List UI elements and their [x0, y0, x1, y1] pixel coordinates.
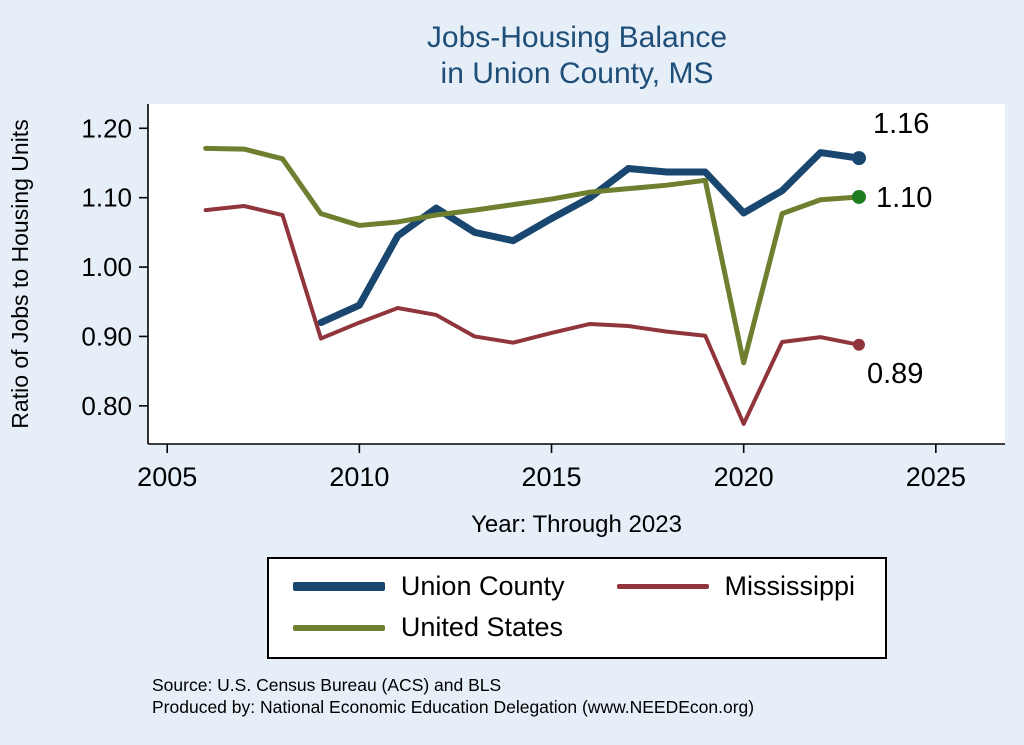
x-tick-label: 2015 [521, 462, 581, 492]
legend-label-union-county: Union County [400, 571, 565, 601]
y-tick-label: 1.00 [81, 252, 132, 282]
series-line-mississippi [203, 204, 861, 426]
series-end-dot-union-county [851, 151, 866, 166]
series-end-dot-mississippi [852, 338, 865, 351]
x-tick-label: 2010 [329, 462, 389, 492]
series-end-label-united-states: 1.10 [876, 182, 932, 214]
legend-label-mississippi: Mississippi [724, 571, 856, 601]
legend-label-united-states: United States [400, 612, 564, 642]
series-line-united-states [203, 145, 862, 366]
legend-item-mississippi: Mississippi [616, 571, 856, 602]
y-axis-title: Ratio of Jobs to Housing Units [7, 119, 33, 428]
legend-swatch-united-states [292, 624, 385, 631]
chart-title-line2: in Union County, MS [440, 57, 714, 90]
x-tick-label: 2005 [137, 462, 197, 492]
footer-produced-by: Produced by: National Economic Education… [152, 696, 755, 717]
series-line-union-county [317, 149, 863, 327]
y-tick-label: 0.80 [81, 391, 132, 421]
legend-swatch-mississippi [616, 584, 709, 589]
legend-item-union-county: Union County [292, 571, 565, 602]
legend-box: Union County Mississippi United States [266, 557, 888, 659]
series-end-dot-united-states [851, 189, 866, 204]
series-end-label-mississippi: 0.89 [867, 358, 923, 390]
series-end-label-union-county: 1.16 [873, 108, 929, 140]
chart-title: Jobs-Housing Balance in Union County, MS [0, 0, 1024, 92]
x-axis-title: Year: Through 2023 [471, 511, 682, 538]
footer: Source: U.S. Census Bureau (ACS) and BLS… [152, 675, 1024, 719]
x-tick-label: 2020 [714, 462, 774, 492]
y-tick-label: 0.90 [81, 321, 132, 351]
y-tick-label: 1.10 [81, 183, 132, 213]
legend-item-united-states: United States [292, 612, 565, 643]
legend-row: Union County Mississippi United States [0, 557, 1024, 659]
footer-source: Source: U.S. Census Bureau (ACS) and BLS [152, 675, 502, 695]
legend-swatch-union-county [292, 582, 385, 591]
line-chart: 0.80 0.90 1.00 1.10 1.20 2005 2010 2015 2020 2025… [7, 104, 1005, 538]
chart-title-line1: Jobs-Housing Balance [426, 21, 728, 54]
y-tick-label: 1.20 [81, 113, 132, 143]
x-tick-label: 2025 [906, 462, 966, 492]
